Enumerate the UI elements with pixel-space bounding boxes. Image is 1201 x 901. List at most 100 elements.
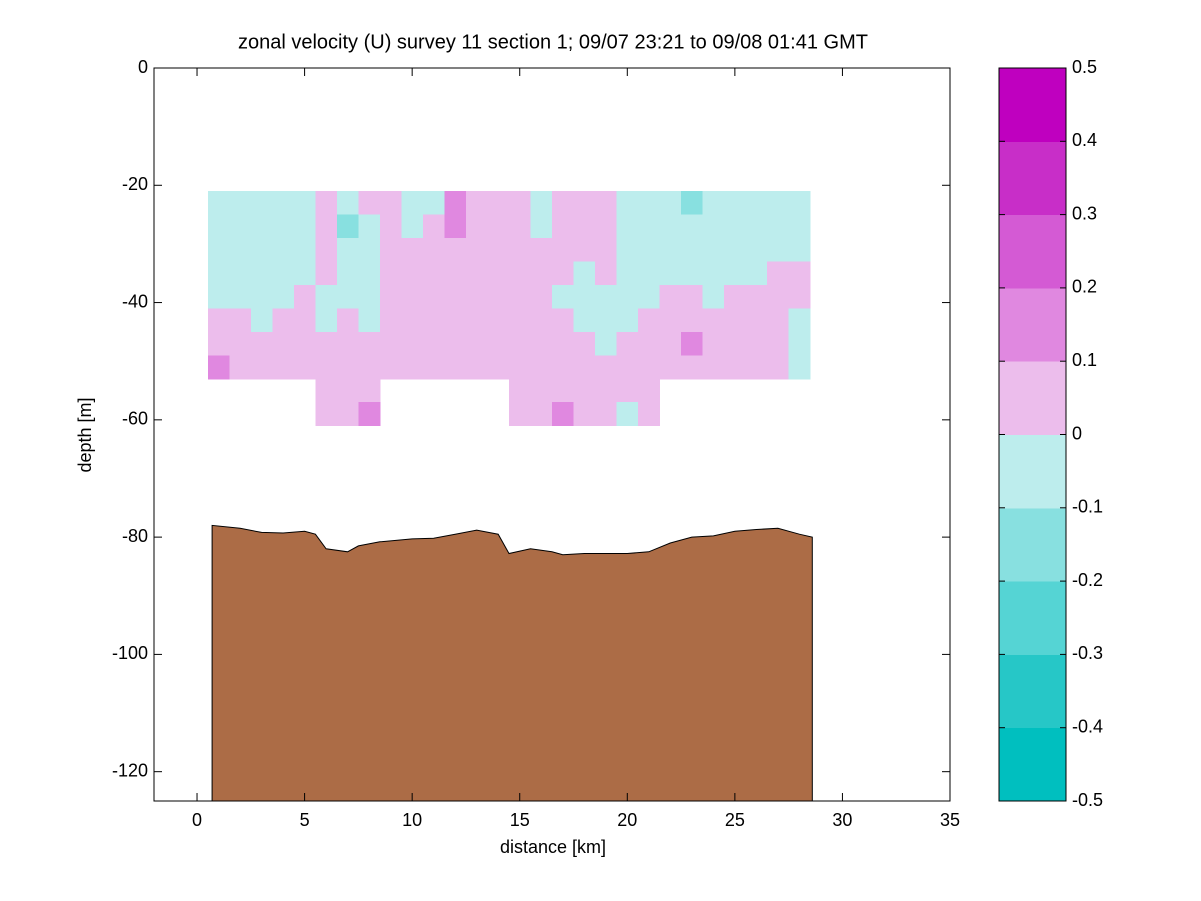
contour-cell [530,238,553,263]
colorbar-band [999,727,1066,802]
contour-cell [401,261,424,286]
contour-cell [767,331,790,356]
contour-cell [465,308,488,333]
contour-cell [745,191,768,216]
contour-cell [379,191,402,216]
contour-cell [487,355,510,380]
contour-cell [315,402,338,427]
x-tick-label: 30 [832,810,852,830]
contour-cell [508,191,531,216]
contour-cell [293,331,316,356]
contour-cell [724,214,747,239]
contour-cell [229,191,252,216]
contour-cell [681,284,704,309]
contour-cell [724,261,747,286]
contour-cell [659,284,682,309]
contour-cell [659,214,682,239]
contour-cell [465,331,488,356]
contour-cell [336,191,359,216]
contour-cell [358,402,381,427]
colorbar-tick-label: 0.4 [1072,130,1097,150]
contour-cell [229,284,252,309]
contour-cell [638,402,661,427]
contour-cell [422,261,445,286]
contour-cell [272,191,295,216]
colorbar-band [999,361,1066,435]
contour-cell [465,261,488,286]
contour-cell [638,214,661,239]
contour-cell [487,191,510,216]
contour-cell [487,238,510,263]
contour-cell [595,238,618,263]
contour-cell [573,402,596,427]
contour-cell [229,261,252,286]
contour-cell [358,284,381,309]
contour-cell [767,308,790,333]
contour-cell [250,331,273,356]
contour-cell [336,355,359,380]
contour-cell [379,238,402,263]
contour-cell [336,214,359,239]
contour-cell [401,238,424,263]
seafloor [211,524,813,802]
x-tick-label: 15 [510,810,530,830]
x-tick-label: 25 [725,810,745,830]
contour-cell [272,214,295,239]
contour-cell [530,214,553,239]
contour-cell [379,214,402,239]
contour-cell [250,308,273,333]
contour-cell [681,261,704,286]
contour-cell [788,238,811,263]
colorbar-band [999,214,1066,289]
contour-cell [401,308,424,333]
colorbar-band [999,434,1066,509]
contour-cell [401,355,424,380]
contour-cell [724,308,747,333]
contour-cell [358,238,381,263]
contour-cell [745,214,768,239]
contour-cell [638,331,661,356]
contour-cell [616,261,639,286]
contour-cell [681,214,704,239]
x-axis-label: distance [km] [500,837,606,857]
contour-cell [293,308,316,333]
contour-cell [508,331,531,356]
contour-cell [724,238,747,263]
contour-cell [444,355,467,380]
contour-cell [272,284,295,309]
contour-cell [508,308,531,333]
contour-cell [315,378,338,403]
contour-cell [659,238,682,263]
contour-cell [767,238,790,263]
contour-cell [207,191,230,216]
contour-cell [595,308,618,333]
contour-cell [530,284,553,309]
contour-cell [444,191,467,216]
contour-cell [229,238,252,263]
contour-cell [659,355,682,380]
colorbar-tick-label: 0.2 [1072,277,1097,297]
contour-cell [702,284,725,309]
colorbar-band [999,68,1066,142]
contour-cell [552,331,575,356]
contour-cell [358,308,381,333]
contour-cell [552,284,575,309]
contour-cell [250,355,273,380]
contour-cell [315,261,338,286]
contour-cell [530,402,553,427]
colorbar-tick-label: 0 [1072,423,1082,443]
contour-cell [272,261,295,286]
contour-cell [724,284,747,309]
contour-cell [401,214,424,239]
colorbar-tick-label: -0.4 [1072,716,1103,736]
contour-cell [573,355,596,380]
contour-cell [315,238,338,263]
contour-cell [336,308,359,333]
contour-cell [767,214,790,239]
contour-cell [616,238,639,263]
contour-cell [595,191,618,216]
contour-cell [379,331,402,356]
contour-cell [336,402,359,427]
x-tick-label: 5 [300,810,310,830]
